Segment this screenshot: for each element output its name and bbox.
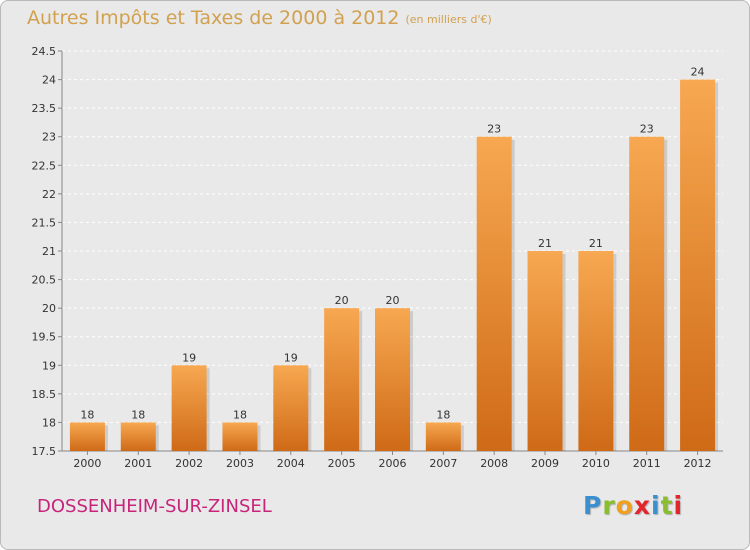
unit-text: (en milliers d'€) <box>405 13 492 26</box>
data-label: 20 <box>386 294 400 307</box>
logo-letter: o <box>615 491 634 520</box>
y-tick-label: 18.5 <box>32 388 57 401</box>
bar <box>476 136 512 451</box>
bar <box>425 422 461 451</box>
data-label: 18 <box>233 408 247 421</box>
data-label: 20 <box>335 294 349 307</box>
logo-letter: t <box>660 491 674 520</box>
logo-letter: i <box>651 491 661 520</box>
bar <box>527 251 563 451</box>
x-tick-label: 2005 <box>328 457 356 470</box>
x-tick-label: 2001 <box>124 457 152 470</box>
y-tick-label: 22.5 <box>32 159 57 172</box>
bar <box>629 136 665 451</box>
logo-letter: P <box>583 491 603 520</box>
y-tick-label: 19.5 <box>32 331 57 344</box>
data-label: 21 <box>589 237 603 250</box>
logo-letter: r <box>602 491 616 520</box>
y-tick-label: 23.5 <box>32 102 57 115</box>
y-tick-label: 24.5 <box>32 45 57 58</box>
bar <box>680 79 716 452</box>
data-label: 19 <box>182 351 196 364</box>
x-tick-label: 2007 <box>429 457 457 470</box>
data-label: 19 <box>284 351 298 364</box>
chart-title: Autres Impôts et Taxes de 2000 à 2012 (en… <box>27 7 492 29</box>
proxiti-logo: Proxiti <box>583 491 683 520</box>
x-tick-label: 2004 <box>277 457 305 470</box>
x-tick-label: 2012 <box>684 457 712 470</box>
data-label: 23 <box>640 123 654 136</box>
y-tick-label: 22 <box>42 188 56 201</box>
bar <box>273 365 309 451</box>
y-tick-label: 17.5 <box>32 445 57 458</box>
x-tick-label: 2008 <box>480 457 508 470</box>
data-label: 23 <box>487 123 501 136</box>
data-label: 24 <box>691 66 705 79</box>
x-tick-label: 2011 <box>633 457 661 470</box>
data-label: 18 <box>80 408 94 421</box>
title-text: Autres Impôts et Taxes de 2000 à 2012 <box>27 7 400 29</box>
bar <box>375 308 410 451</box>
city-name: DOSSENHEIM-SUR-ZINSEL <box>37 496 272 517</box>
x-tick-label: 2000 <box>73 457 101 470</box>
x-tick-label: 2003 <box>226 457 254 470</box>
bar <box>69 422 105 451</box>
x-tick-label: 2002 <box>175 457 203 470</box>
y-tick-label: 21.5 <box>32 216 57 229</box>
y-tick-label: 21 <box>42 245 56 258</box>
y-tick-label: 20 <box>42 302 56 315</box>
bar <box>222 422 258 451</box>
data-label: 18 <box>436 408 450 421</box>
y-tick-label: 20.5 <box>32 274 57 287</box>
bar <box>578 251 614 451</box>
bar <box>120 422 156 451</box>
bar <box>171 365 207 451</box>
data-label: 18 <box>131 408 145 421</box>
y-tick-label: 23 <box>42 131 56 144</box>
x-tick-label: 2009 <box>531 457 559 470</box>
y-tick-label: 18 <box>42 416 56 429</box>
y-tick-label: 19 <box>42 359 56 372</box>
x-tick-label: 2010 <box>582 457 610 470</box>
data-label: 21 <box>538 237 552 250</box>
bar <box>324 308 360 451</box>
logo-letter: x <box>633 491 651 520</box>
logo-letter: i <box>673 491 684 520</box>
y-tick-label: 24 <box>42 74 56 87</box>
x-tick-label: 2006 <box>379 457 407 470</box>
